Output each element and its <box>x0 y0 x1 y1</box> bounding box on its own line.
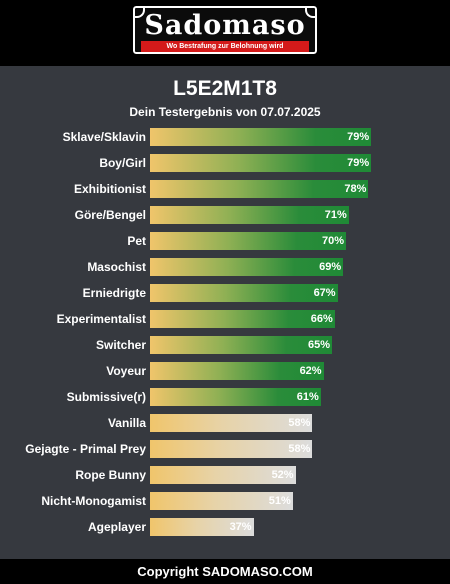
bar-value-label: 37% <box>229 521 252 533</box>
bar: 71% <box>150 206 349 224</box>
bar-value-label: 58% <box>288 417 311 429</box>
bar: 67% <box>150 284 338 302</box>
bar-track: 71% <box>150 206 430 224</box>
bar: 62% <box>150 362 324 380</box>
bar: 52% <box>150 466 296 484</box>
bar-value-label: 69% <box>319 261 342 273</box>
row-label: Erniedrigte <box>82 286 146 300</box>
result-row: Göre/Bengel 71% <box>0 203 450 229</box>
bar-track: 58% <box>150 414 430 432</box>
bar-value-label: 62% <box>299 365 322 377</box>
bar: 78% <box>150 180 369 198</box>
bar-value-label: 79% <box>347 131 370 143</box>
row-label: Experimentalist <box>56 312 146 326</box>
row-label: Gejagte - Primal Prey <box>25 442 146 456</box>
result-row: Rope Bunny 52% <box>0 463 450 489</box>
logo-tagline: Wo Bestrafung zur Belohnung wird <box>141 41 309 52</box>
bar: 70% <box>150 232 346 250</box>
bar: 79% <box>150 154 372 172</box>
result-title: L5E2M1T8 <box>173 77 277 100</box>
bar: 61% <box>150 388 321 406</box>
result-row: Vanilla 58% <box>0 411 450 437</box>
result-row: Submissive(r) 61% <box>0 385 450 411</box>
bar-value-label: 51% <box>268 495 291 507</box>
bar: 58% <box>150 440 313 458</box>
bar-value-label: 65% <box>307 339 330 351</box>
bar: 69% <box>150 258 344 276</box>
bar-track: 37% <box>150 518 430 536</box>
result-subtitle: Dein Testergebnis von 07.07.2025 <box>129 105 321 119</box>
bar-track: 51% <box>150 492 430 510</box>
row-label: Göre/Bengel <box>74 208 146 222</box>
result-bar-chart: Sklave/Sklavin 79% Boy/Girl 79% Exhibitionis… <box>0 125 450 541</box>
row-label: Switcher <box>95 338 146 352</box>
row-label: Nicht-Monogamist <box>41 494 146 508</box>
bar-value-label: 66% <box>310 313 333 325</box>
bar: 37% <box>150 518 254 536</box>
bar-value-label: 52% <box>271 469 294 481</box>
row-label: Vanilla <box>107 416 146 430</box>
bar-track: 62% <box>150 362 430 380</box>
row-label: Rope Bunny <box>75 468 146 482</box>
bar-value-label: 70% <box>321 235 344 247</box>
bar-track: 70% <box>150 232 430 250</box>
result-row: Exhibitionist 78% <box>0 177 450 203</box>
bar-track: 79% <box>150 128 430 146</box>
row-label: Submissive(r) <box>66 390 146 404</box>
bar-value-label: 78% <box>344 183 367 195</box>
bar-track: 52% <box>150 466 430 484</box>
result-row: Nicht-Monogamist 51% <box>0 489 450 515</box>
bar-value-label: 79% <box>347 157 370 169</box>
bar-value-label: 61% <box>296 391 319 403</box>
result-row: Sklave/Sklavin 79% <box>0 125 450 151</box>
bar: 79% <box>150 128 372 146</box>
row-label: Pet <box>127 234 146 248</box>
row-label: Sklave/Sklavin <box>62 130 146 144</box>
bar-track: 67% <box>150 284 430 302</box>
result-row: Gejagte - Primal Prey 58% <box>0 437 450 463</box>
footer-copyright: Copyright SADOMASO.COM <box>0 559 450 584</box>
row-label: Boy/Girl <box>99 156 146 170</box>
result-row: Pet 70% <box>0 229 450 255</box>
bar-value-label: 58% <box>288 443 311 455</box>
logo-text: Sadomaso <box>144 10 306 41</box>
bar-track: 58% <box>150 440 430 458</box>
result-row: Ageplayer 37% <box>0 515 450 541</box>
result-row: Erniedrigte 67% <box>0 281 450 307</box>
result-row: Voyeur 62% <box>0 359 450 385</box>
site-logo[interactable]: Sadomaso Wo Bestrafung zur Belohnung wir… <box>132 5 318 55</box>
bar-track: 79% <box>150 154 430 172</box>
bar-track: 69% <box>150 258 430 276</box>
row-label: Exhibitionist <box>74 182 146 196</box>
bar: 58% <box>150 414 313 432</box>
bar: 65% <box>150 336 332 354</box>
result-row: Experimentalist 66% <box>0 307 450 333</box>
row-label: Voyeur <box>106 364 146 378</box>
bar-value-label: 71% <box>324 209 347 221</box>
row-label: Masochist <box>87 260 146 274</box>
bar-track: 61% <box>150 388 430 406</box>
result-row: Boy/Girl 79% <box>0 151 450 177</box>
bar-track: 66% <box>150 310 430 328</box>
header: Sadomaso Wo Bestrafung zur Belohnung wir… <box>0 0 450 66</box>
bar: 51% <box>150 492 293 510</box>
result-row: Switcher 65% <box>0 333 450 359</box>
result-row: Masochist 69% <box>0 255 450 281</box>
bar-track: 65% <box>150 336 430 354</box>
bar-value-label: 67% <box>313 287 336 299</box>
row-label: Ageplayer <box>87 520 146 534</box>
bar: 66% <box>150 310 335 328</box>
bar-track: 78% <box>150 180 430 198</box>
